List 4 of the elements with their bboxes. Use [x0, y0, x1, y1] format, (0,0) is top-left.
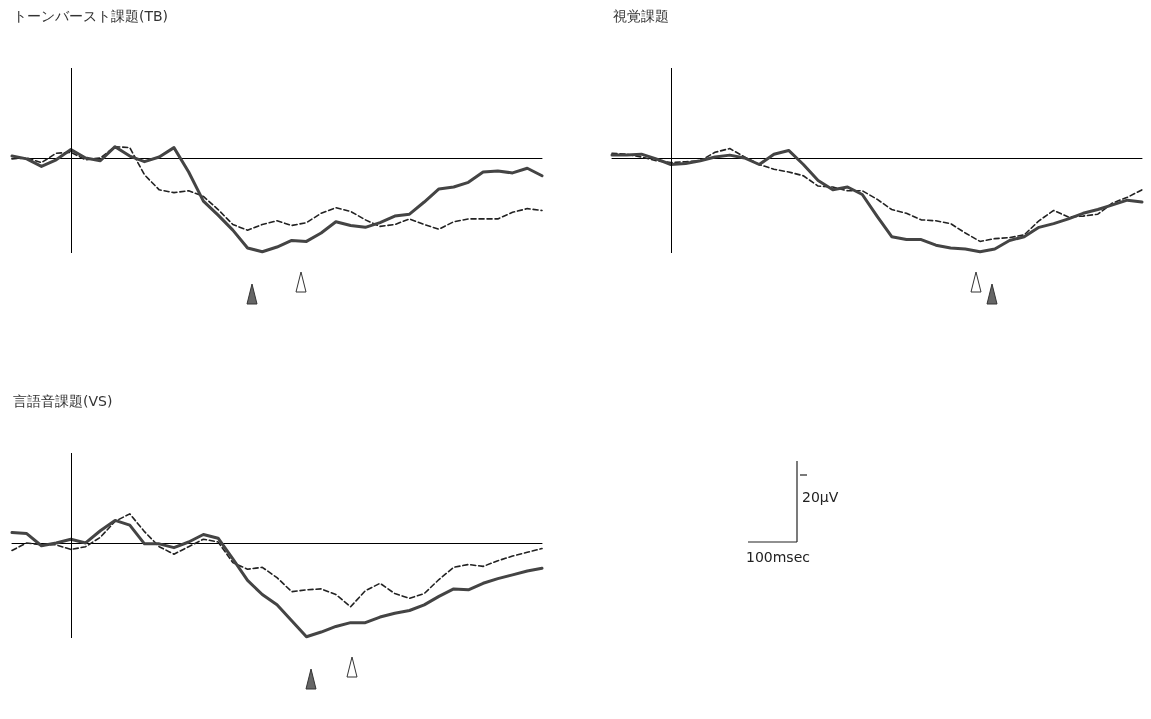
- chart-title: 言語音課題(VS): [13, 393, 113, 409]
- chart-title: 視覚課題: [613, 8, 669, 24]
- scale-bar: 20μV 100msec: [740, 455, 850, 575]
- chart-title: トーンバースト課題(TB): [13, 8, 169, 24]
